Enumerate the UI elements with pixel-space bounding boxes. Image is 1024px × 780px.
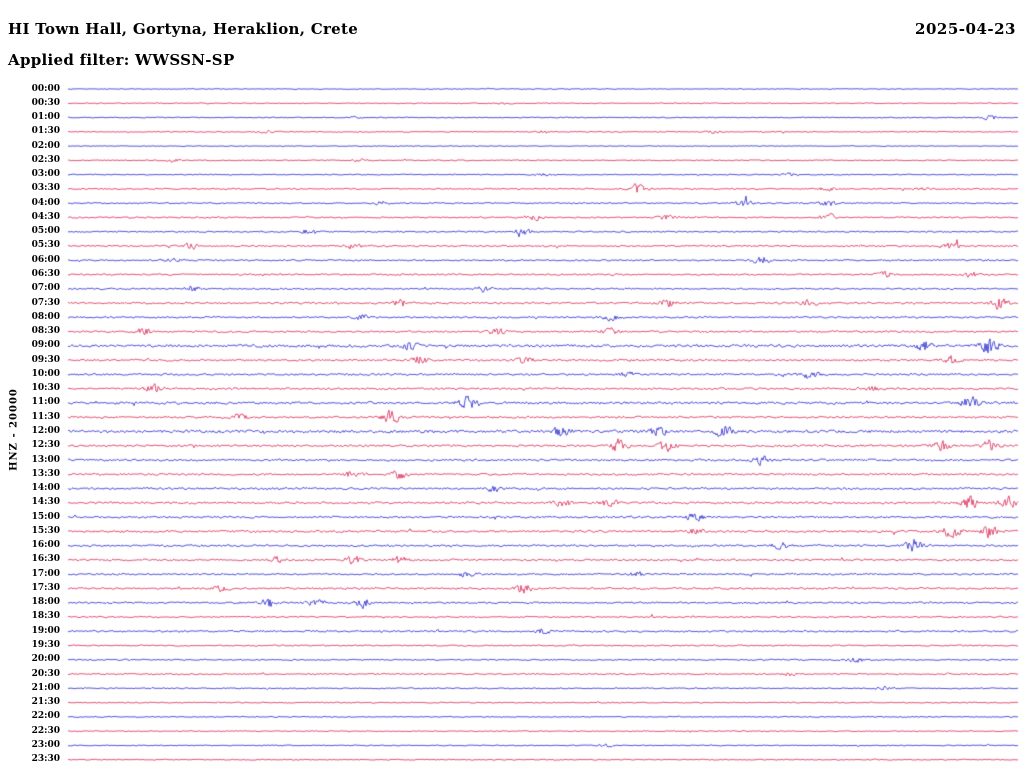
time-label: 13:30 xyxy=(31,468,60,479)
time-label: 04:30 xyxy=(31,211,60,222)
time-label: 08:00 xyxy=(31,311,60,322)
time-label: 22:30 xyxy=(31,725,60,736)
date-label: 2025-04-23 xyxy=(915,20,1016,38)
time-label: 23:00 xyxy=(31,739,60,750)
time-label: 10:30 xyxy=(31,383,60,394)
time-label: 21:00 xyxy=(31,682,60,693)
time-label: 01:00 xyxy=(31,112,60,123)
time-label: 18:00 xyxy=(31,597,60,608)
time-label: 11:00 xyxy=(31,397,60,408)
time-label: 07:30 xyxy=(31,297,60,308)
time-label: 18:30 xyxy=(31,611,60,622)
time-label: 16:00 xyxy=(31,540,60,551)
time-label: 07:00 xyxy=(31,283,60,294)
time-label: 20:30 xyxy=(31,668,60,679)
time-label: 03:30 xyxy=(31,183,60,194)
time-label: 16:30 xyxy=(31,554,60,565)
time-label: 15:00 xyxy=(31,511,60,522)
time-label: 15:30 xyxy=(31,525,60,536)
time-label: 01:30 xyxy=(31,126,60,137)
time-label: 06:30 xyxy=(31,269,60,279)
time-label: 04:00 xyxy=(31,197,60,208)
time-label: 02:00 xyxy=(31,140,60,151)
time-label: 14:30 xyxy=(31,497,60,508)
time-label: 00:00 xyxy=(31,83,60,94)
time-label: 14:00 xyxy=(31,483,60,494)
time-label: 12:30 xyxy=(31,440,60,451)
time-label: 10:00 xyxy=(31,368,60,379)
time-label: 05:00 xyxy=(31,226,60,237)
station-title: HI Town Hall, Gortyna, Heraklion, Crete xyxy=(8,20,359,38)
time-label: 03:00 xyxy=(31,169,60,180)
time-label: 23:30 xyxy=(31,754,60,765)
time-label: 09:30 xyxy=(31,354,60,365)
time-label: 02:30 xyxy=(31,154,60,165)
time-label: 13:00 xyxy=(31,454,60,465)
time-label: 19:30 xyxy=(31,640,60,651)
time-label: 00:30 xyxy=(31,97,60,108)
time-label: 06:00 xyxy=(31,254,60,265)
time-label: 17:30 xyxy=(31,582,60,593)
time-label: 09:00 xyxy=(31,340,60,351)
time-label: 19:00 xyxy=(31,625,60,636)
time-label: 21:30 xyxy=(31,697,60,708)
time-label: 22:00 xyxy=(31,711,60,722)
time-label: 17:00 xyxy=(31,568,60,579)
time-label: 08:30 xyxy=(31,326,60,337)
filter-label: Applied filter: WWSSN-SP xyxy=(8,51,235,69)
time-label: 05:30 xyxy=(31,240,60,251)
time-label: 20:00 xyxy=(31,654,60,665)
time-label: 11:30 xyxy=(31,411,60,422)
time-label: 12:00 xyxy=(31,425,60,436)
